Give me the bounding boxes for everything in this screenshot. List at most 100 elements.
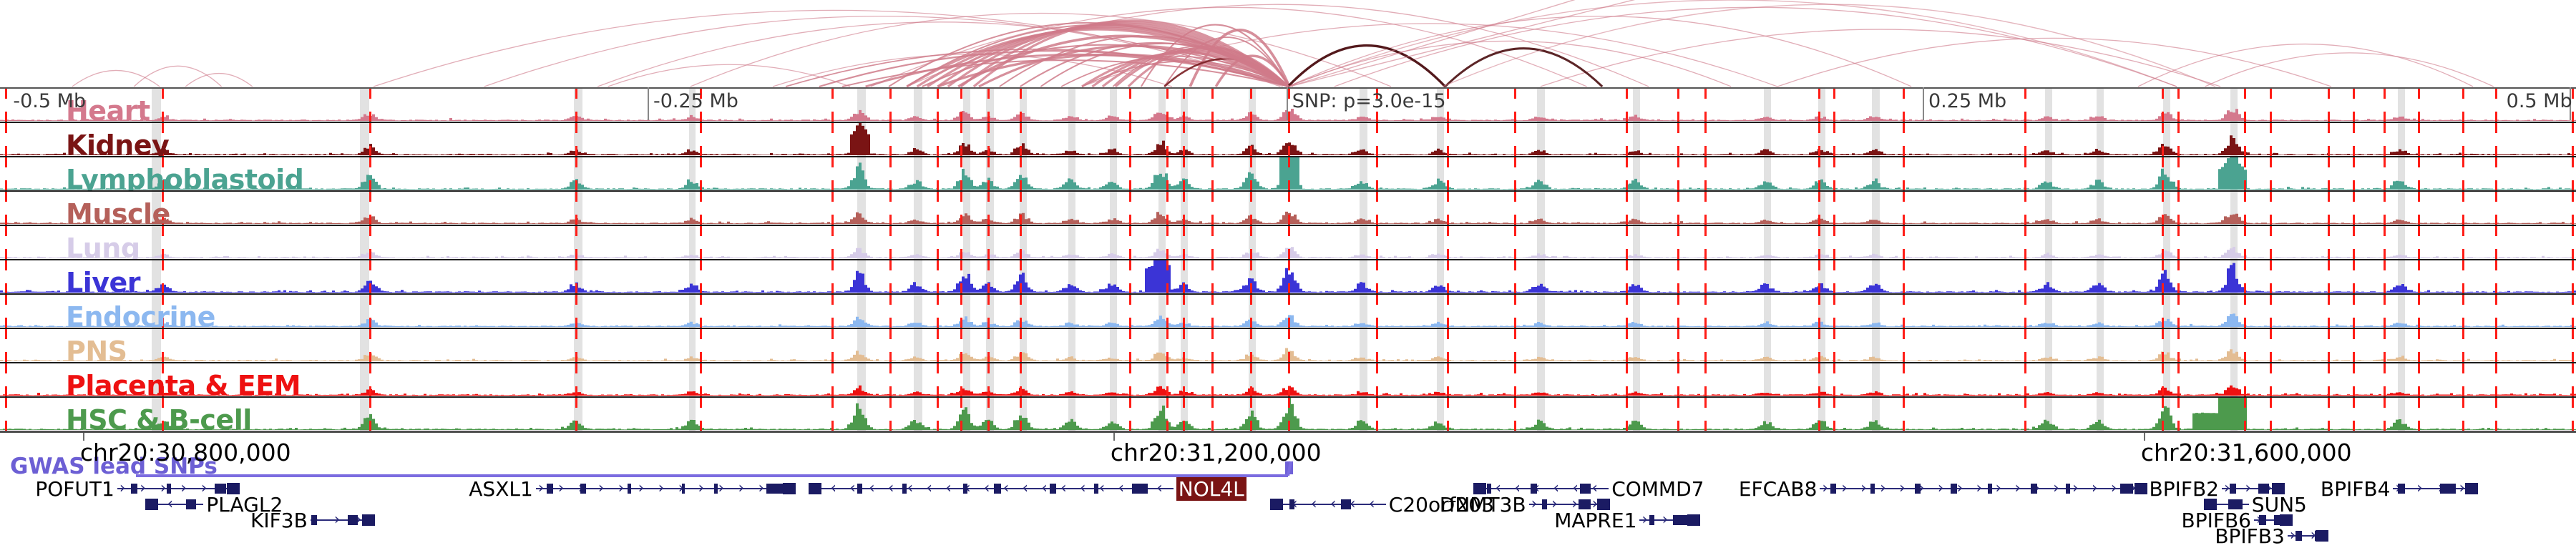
highlight-band bbox=[151, 123, 162, 156]
highlight-band bbox=[2230, 226, 2238, 259]
gene-intron-line bbox=[1820, 488, 2147, 489]
snp-tick bbox=[831, 329, 834, 339]
highlight-band bbox=[1632, 157, 1641, 190]
snp-tick bbox=[1677, 192, 1680, 202]
strand-arrow: › bbox=[2459, 482, 2466, 495]
gene-model[interactable]: › › BPIFB3 bbox=[2215, 524, 2329, 548]
snp-tick bbox=[2328, 89, 2331, 99]
snp-tick bbox=[700, 89, 703, 99]
gene-model[interactable]: ›››››››››››››››››EFCAB8 bbox=[1739, 477, 2147, 501]
gene-model[interactable]: ›››››››››››››ASXL1 bbox=[469, 477, 796, 501]
snp-tick bbox=[2495, 283, 2498, 293]
snp-tick bbox=[1833, 146, 1836, 156]
gene-model[interactable]: ››BPIFB6 bbox=[2182, 509, 2293, 532]
snp-tick bbox=[889, 192, 892, 202]
gene-model[interactable]: › › › › DNMT3B bbox=[1440, 493, 1610, 517]
exon-terminal bbox=[2203, 499, 2217, 510]
snp-tick bbox=[4, 89, 7, 99]
snp-tick bbox=[1447, 146, 1450, 156]
snp-tick bbox=[1447, 352, 1450, 362]
gene-model[interactable]: ‹‹‹PLAGL2 bbox=[145, 493, 283, 517]
snp-tick bbox=[369, 260, 371, 270]
snp-tick bbox=[937, 260, 940, 270]
highlight-band bbox=[963, 89, 971, 122]
highlight-band bbox=[360, 329, 370, 362]
snp-tick bbox=[1626, 112, 1629, 122]
snp-tick bbox=[1287, 146, 1290, 156]
gene-model[interactable]: ››››BPIFB4 bbox=[2321, 477, 2479, 501]
snp-tick bbox=[2495, 398, 2498, 408]
snp-tick bbox=[937, 192, 940, 202]
snp-tick bbox=[2571, 318, 2574, 328]
snp-tick bbox=[831, 123, 834, 133]
highlight-band bbox=[1158, 295, 1166, 328]
highlight-band bbox=[1818, 260, 1825, 293]
snp-tick bbox=[1287, 157, 1290, 167]
highlight-band bbox=[1360, 123, 1367, 156]
snp-tick bbox=[1249, 215, 1252, 225]
snp-tick bbox=[2177, 318, 2180, 328]
highlight-band bbox=[2044, 123, 2052, 156]
gene-label: BPIFB6 bbox=[2181, 509, 2251, 532]
gene-model[interactable]: ‹‹‹‹‹‹‹‹‹‹‹‹‹‹‹‹‹‹‹NOL4L bbox=[809, 477, 1246, 501]
snp-tick bbox=[1447, 215, 1450, 225]
snp-tick bbox=[831, 112, 834, 122]
highlight-band bbox=[1180, 89, 1188, 122]
snp-tick bbox=[1833, 295, 1836, 305]
gene-model[interactable]: ››››››POFUT1 bbox=[35, 477, 240, 501]
snp-tick bbox=[960, 180, 962, 190]
snp-tick bbox=[987, 283, 990, 293]
snp-tick bbox=[1166, 386, 1169, 396]
gene-model[interactable]: ›››MAPRE1 bbox=[1554, 509, 1700, 532]
snp-tick bbox=[831, 421, 834, 431]
gene-model[interactable]: ‹‹SUN5 bbox=[2203, 493, 2307, 517]
snp-tick bbox=[2495, 363, 2498, 373]
snp-tick bbox=[2162, 421, 2165, 431]
gene-model[interactable]: ›››KIF3B bbox=[250, 509, 375, 532]
snp-tick bbox=[1833, 112, 1836, 122]
snp-tick bbox=[2162, 283, 2165, 293]
snp-tick bbox=[2383, 421, 2386, 431]
snp-tick bbox=[1677, 89, 1680, 99]
snp-tick bbox=[1128, 123, 1131, 133]
snp-tick bbox=[2383, 157, 2386, 167]
snp-tick bbox=[2462, 123, 2464, 133]
strand-arrow: ‹ bbox=[926, 482, 933, 495]
highlight-band bbox=[914, 329, 922, 362]
snp-tick bbox=[2352, 180, 2355, 190]
snp-tick bbox=[1211, 123, 1214, 133]
snp-tick bbox=[1626, 318, 1629, 328]
snp-tick bbox=[2024, 157, 2026, 167]
snp-tick bbox=[2177, 295, 2180, 305]
highlight-band bbox=[1068, 329, 1076, 362]
highlight-band bbox=[1764, 226, 1772, 259]
interaction-arc bbox=[185, 73, 253, 87]
snp-tick bbox=[1166, 398, 1169, 408]
snp-tick bbox=[2383, 180, 2386, 190]
snp-tick bbox=[369, 146, 371, 156]
snp-tick bbox=[1903, 146, 1906, 156]
snp-tick bbox=[2024, 215, 2026, 225]
gene-model[interactable]: ‹‹‹‹‹‹C20orf203 bbox=[1269, 493, 1494, 517]
highlight-band bbox=[1537, 295, 1546, 328]
highlight-band bbox=[1249, 329, 1257, 362]
track-label-heart: Heart bbox=[66, 95, 150, 122]
interaction-arc bbox=[690, 12, 1392, 87]
snp-tick bbox=[700, 112, 703, 122]
snp-tick bbox=[960, 123, 962, 133]
exon bbox=[1649, 515, 1654, 525]
snp-tick bbox=[1287, 226, 1290, 236]
gene-model[interactable]: ‹‹‹‹‹‹‹COMMD7 bbox=[1473, 477, 1704, 501]
gene-model[interactable]: › › › BPIFB2 bbox=[2150, 477, 2285, 501]
highlight-band bbox=[1872, 123, 1880, 156]
snp-tick bbox=[2495, 112, 2498, 122]
snp-tick bbox=[1833, 192, 1836, 202]
snp-tick bbox=[1447, 260, 1450, 270]
highlight-band bbox=[986, 398, 994, 431]
snp-tick bbox=[161, 386, 164, 396]
exon bbox=[215, 484, 227, 494]
highlight-band bbox=[1180, 329, 1188, 362]
snp-tick bbox=[1903, 295, 1906, 305]
snp-tick bbox=[1677, 180, 1680, 190]
snp-tick bbox=[1833, 260, 1836, 270]
